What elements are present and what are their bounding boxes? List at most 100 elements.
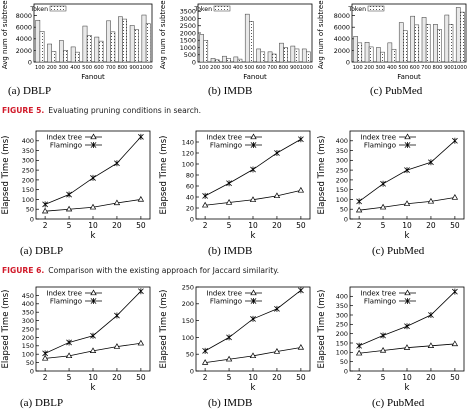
f5c-bar xyxy=(391,48,397,63)
f5a-ytick-label: 6000 xyxy=(16,24,32,32)
f7a-xtick-label: 20 xyxy=(112,373,122,382)
f6b-point-triangle xyxy=(225,198,233,205)
f7a-point-triangle xyxy=(41,354,49,361)
f5a-bar xyxy=(63,50,68,63)
f6c-point-triangle xyxy=(355,206,363,213)
f6a-legend-marker xyxy=(90,142,97,148)
f5b-legend-label: Token xyxy=(193,6,212,13)
f6b-ytick-label: 40 xyxy=(186,193,194,201)
f7b-point-triangle xyxy=(297,343,305,350)
f5a-ytick-label: 2000 xyxy=(16,47,32,55)
f5b-bar xyxy=(256,48,261,63)
f7c-xtick-label: 5 xyxy=(381,373,386,382)
f6b-xlabel: k xyxy=(251,231,256,241)
f7b-xtick-label: 5 xyxy=(227,373,232,382)
f7c-xtick-label: 50 xyxy=(450,373,460,382)
f5b-xtick-label: 600 xyxy=(256,65,266,71)
f6a-xlabel: k xyxy=(91,231,96,241)
f5a-ytick-label: 4000 xyxy=(16,35,32,43)
f7b-xtick-label: 20 xyxy=(272,373,282,382)
f6c-point-triangle xyxy=(427,197,435,204)
f7c-point-triangle xyxy=(355,349,363,356)
chart-f5a: 0 2000 4000 6000 8000 Avg num of subtrees 100 2… xyxy=(1,0,153,81)
f5a-bar xyxy=(75,51,80,63)
f7c-legend-marker xyxy=(404,289,411,296)
f5b-ylabel: Avg num of subtrees xyxy=(159,0,167,69)
f7a-legend-marker xyxy=(90,289,97,296)
f6b-legend-marker xyxy=(250,133,257,140)
f5b-bar xyxy=(199,34,204,63)
f7a-ytick-label: 200 xyxy=(22,334,34,342)
f5c-ytick-label: 8000 xyxy=(334,12,350,20)
f7c-legend-label: Index tree xyxy=(360,289,396,297)
f7c-point-star xyxy=(380,332,386,339)
f7b-xtick-label: 2 xyxy=(203,373,208,382)
figure6-label: FIGURE 6. xyxy=(2,266,45,275)
f5c-bar xyxy=(433,24,438,63)
f5a-ytick-label: 8000 xyxy=(16,12,32,20)
f6b-xtick-label: 2 xyxy=(203,221,208,230)
f7a-legend-marker xyxy=(90,298,97,304)
f6c-ytick-label: 200 xyxy=(336,176,348,184)
f5a-bar xyxy=(122,18,127,63)
f6c-ytick-label: 250 xyxy=(336,167,348,175)
f5a-bar xyxy=(51,51,57,63)
f5c-bar xyxy=(376,47,381,63)
f5c-xtick-label: 900 xyxy=(444,65,454,71)
f6b-point-triangle xyxy=(297,186,305,193)
f6b-legend-label: Flamingo xyxy=(210,141,242,149)
f7b-ytick-label: 50 xyxy=(186,351,194,359)
f5b-bar xyxy=(290,45,296,63)
f5c-bar xyxy=(460,11,465,63)
f6a-point-triangle xyxy=(113,199,121,206)
f5b-bar xyxy=(233,56,239,63)
f5b-ytick-label: 2000 xyxy=(180,29,196,37)
f5b-bar xyxy=(222,55,227,63)
f5c-ylabel: Avg num of subtrees xyxy=(317,0,325,69)
f7b-legend-marker xyxy=(250,298,257,304)
subcaption-f6b: (b) IMDB xyxy=(208,245,253,257)
f7a-xlabel: k xyxy=(91,383,96,393)
f5c-xtick-label: 200 xyxy=(364,65,374,71)
f5c-bar xyxy=(403,30,408,63)
f7a-ytick-label: 350 xyxy=(22,309,34,317)
f6c-point-star xyxy=(428,159,434,166)
f7b-ytick-label: 150 xyxy=(182,317,194,325)
f5b-bar xyxy=(214,59,220,63)
f6c-ytick-label: 150 xyxy=(336,186,348,194)
subcaption-f5c: (c) PubMed xyxy=(370,85,423,97)
f7b-point-triangle xyxy=(273,348,281,354)
f6c-ytick-label: 300 xyxy=(336,157,348,165)
f7b-ytick-label: 0 xyxy=(190,367,194,375)
f5c-xtick-label: 400 xyxy=(387,65,397,71)
f6b-xtick-label: 50 xyxy=(296,221,306,230)
f6a-ytick-label: 250 xyxy=(22,167,34,175)
f5a-bar xyxy=(106,20,111,63)
f5a-xtick-label: 700 xyxy=(106,65,116,71)
f5b-bar xyxy=(301,48,307,63)
f7c-point-star xyxy=(428,312,434,318)
f6a-xtick-label: 5 xyxy=(67,221,72,230)
f5b-bar xyxy=(249,21,254,63)
f6c-xtick-label: 20 xyxy=(426,221,436,230)
f6c-point-triangle xyxy=(403,200,411,206)
f5b-ytick-label: 2500 xyxy=(180,22,196,30)
f5c-bar xyxy=(368,46,374,63)
f7b-point-triangle xyxy=(225,355,233,362)
f5c-bar xyxy=(444,14,450,63)
figure5-caption-text: Evaluating pruning conditions in search. xyxy=(48,106,202,115)
f5a-bar xyxy=(141,14,147,63)
f5a-bar xyxy=(110,31,116,63)
f7c-ytick-label: 300 xyxy=(336,311,348,319)
f6c-point-star xyxy=(356,198,363,205)
f5a-xtick-label: 500 xyxy=(82,65,92,71)
f5b-legend-swatch xyxy=(213,5,231,12)
f5a-ytick-label: 0 xyxy=(28,58,32,66)
f5b-xtick-label: 300 xyxy=(222,65,232,71)
f6c-legend-marker xyxy=(404,142,411,148)
f5b-bar xyxy=(279,42,284,63)
f7a-legend-label: Flamingo xyxy=(50,297,82,305)
f6b-ytick-label: 20 xyxy=(186,204,194,212)
f6a-ylabel: Elapsed Time (ms) xyxy=(1,136,11,215)
